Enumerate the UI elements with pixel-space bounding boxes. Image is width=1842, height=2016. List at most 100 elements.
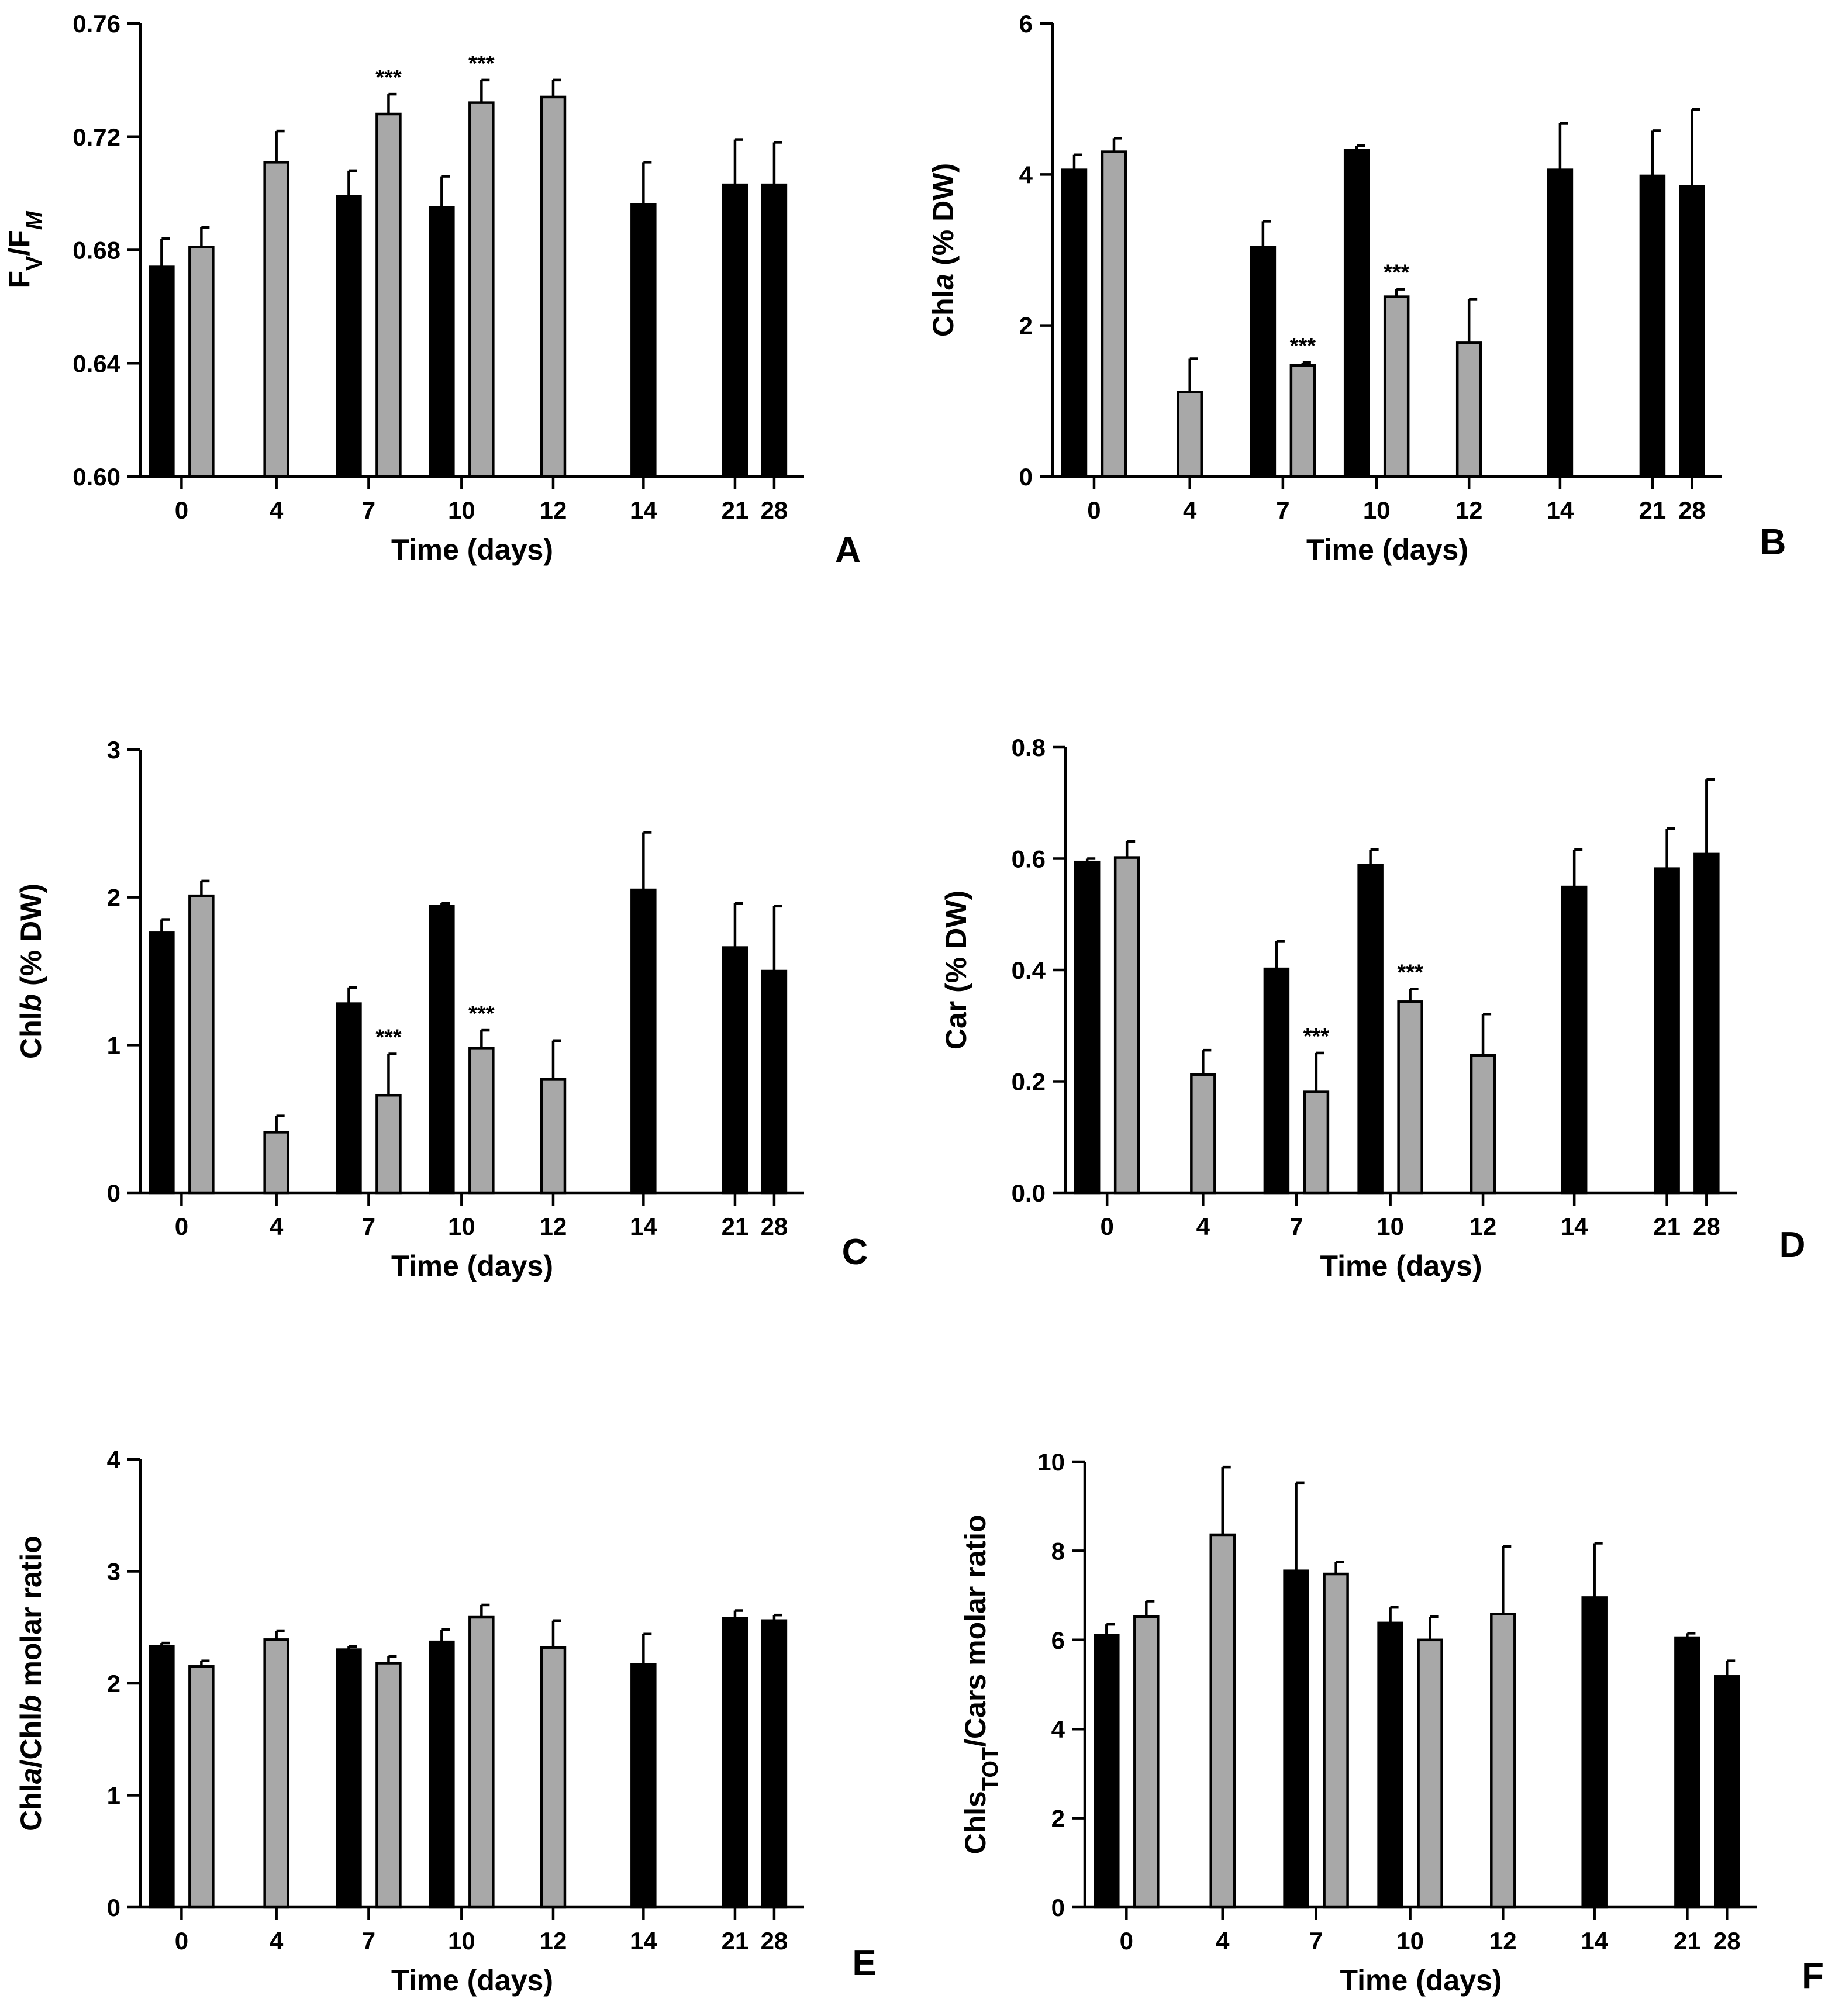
x-tick-label: 4 (270, 1927, 284, 1955)
bar-series1 (1094, 1634, 1120, 1909)
x-axis-title: Time (days) (1320, 1249, 1482, 1282)
panel-B: 0 2 4 6 0 4 7 10 12 14 21 28 *** *** Time (days) Chla (… (927, 10, 1786, 566)
x-tick-label: 7 (1276, 496, 1289, 524)
bar-series1 (1679, 185, 1705, 478)
x-tick-label: 0 (175, 1927, 188, 1955)
bar-series1 (1074, 860, 1101, 1195)
bar-series1 (1377, 1621, 1403, 1909)
x-tick-label: 0 (175, 1213, 188, 1240)
x-axis-title: Time (days) (391, 1249, 553, 1282)
x-tick-label: 10 (448, 496, 475, 524)
y-tick-label: 0.68 (73, 237, 120, 264)
y-axis-title: Car (% DW) (940, 890, 972, 1050)
significance-label: *** (375, 1025, 402, 1050)
bar-series2 (540, 95, 567, 478)
x-tick-label: 28 (1693, 1213, 1720, 1240)
bar-series1 (761, 969, 788, 1195)
y-tick-label: 2 (1051, 1805, 1065, 1832)
y-tick-label: 6 (1051, 1627, 1065, 1654)
x-tick-label: 4 (1216, 1927, 1230, 1955)
bar-series1 (630, 203, 657, 478)
significance-label: *** (468, 1002, 495, 1026)
x-tick-label: 12 (540, 1927, 567, 1955)
y-tick-label: 1 (107, 1782, 120, 1810)
bar-series1 (761, 1619, 788, 1909)
significance-label: *** (468, 51, 495, 76)
y-tick-label: 2 (107, 1670, 120, 1697)
bar-series1 (722, 183, 748, 478)
x-tick-label: 4 (270, 496, 284, 524)
x-tick-label: 10 (448, 1213, 475, 1240)
bar-series2 (1417, 1638, 1443, 1909)
y-tick-label: 3 (107, 1558, 120, 1586)
panel-letter: D (1779, 1225, 1806, 1265)
y-tick-label: 0.76 (73, 10, 120, 37)
y-tick-label: 0 (1019, 463, 1033, 491)
bar-series1 (630, 888, 657, 1195)
x-tick-label: 28 (1678, 496, 1706, 524)
x-tick-label: 28 (761, 496, 788, 524)
panel-D: 0.0 0.2 0.4 0.6 0.8 0 4 7 10 12 14 21 28 *** *** Time (… (940, 734, 1805, 1282)
bar-series2 (1397, 1000, 1423, 1195)
bar-series1 (1061, 168, 1088, 478)
significance-label: *** (375, 65, 402, 90)
y-axis-title: Chlb (% DW) (15, 883, 47, 1059)
bar-series2 (1133, 1615, 1160, 1909)
x-tick-label: 12 (1470, 1213, 1497, 1240)
x-tick-label: 0 (175, 496, 188, 524)
x-axis-title: Time (days) (391, 1964, 553, 1997)
x-tick-label: 7 (1309, 1927, 1323, 1955)
bar-series2 (188, 1665, 215, 1909)
y-tick-label: 0.60 (73, 463, 120, 491)
panel-letter: A (835, 530, 861, 571)
bar-series1 (1357, 864, 1384, 1195)
y-tick-label: 10 (1037, 1448, 1065, 1476)
y-tick-label: 0.8 (1012, 734, 1046, 761)
bar-series2 (1177, 391, 1203, 478)
bar-series1 (149, 265, 175, 478)
panel-letter: B (1760, 522, 1786, 562)
bar-series1 (429, 206, 455, 478)
bar-series2 (263, 1131, 289, 1195)
y-tick-label: 4 (1051, 1715, 1065, 1743)
bar-series1 (429, 1640, 455, 1909)
y-tick-label: 0.4 (1012, 957, 1046, 984)
y-tick-label: 1 (107, 1031, 120, 1059)
x-tick-label: 4 (270, 1213, 284, 1240)
bar-series2 (1303, 1090, 1330, 1195)
bar-series1 (336, 1648, 362, 1909)
y-axis-title: Chla (% DW) (927, 163, 960, 337)
bar-series1 (1263, 967, 1290, 1195)
x-tick-label: 0 (1087, 496, 1101, 524)
x-axis-title: Time (days) (1340, 1964, 1502, 1997)
bar-series2 (540, 1078, 567, 1195)
y-tick-label: 6 (1019, 10, 1033, 37)
bar-series2 (188, 246, 215, 478)
x-tick-label: 12 (1489, 1927, 1517, 1955)
x-tick-label: 0 (1120, 1927, 1133, 1955)
panel-letter: E (852, 1943, 876, 1983)
y-tick-label: 3 (107, 736, 120, 764)
bar-series2 (188, 894, 215, 1195)
bar-series2 (540, 1646, 567, 1909)
bar-series1 (722, 946, 748, 1195)
x-tick-label: 28 (1713, 1927, 1741, 1955)
y-tick-label: 2 (107, 884, 120, 912)
y-tick-label: 0 (1051, 1894, 1065, 1921)
bar-series2 (375, 1662, 402, 1909)
x-tick-label: 7 (362, 1927, 375, 1955)
x-axis-title: Time (days) (391, 533, 553, 566)
x-tick-label: 4 (1183, 496, 1197, 524)
x-tick-label: 14 (630, 1213, 657, 1240)
x-tick-label: 7 (362, 496, 375, 524)
bar-series1 (1343, 149, 1370, 478)
y-axis-title: ChlsTOT/Cars molar ratio (959, 1514, 1003, 1854)
y-tick-label: 0.2 (1012, 1068, 1046, 1096)
x-tick-label: 14 (1547, 496, 1574, 524)
bar-series2 (1455, 341, 1482, 478)
x-tick-label: 12 (540, 496, 567, 524)
x-tick-label: 4 (1196, 1213, 1210, 1240)
bar-series1 (1250, 246, 1277, 478)
